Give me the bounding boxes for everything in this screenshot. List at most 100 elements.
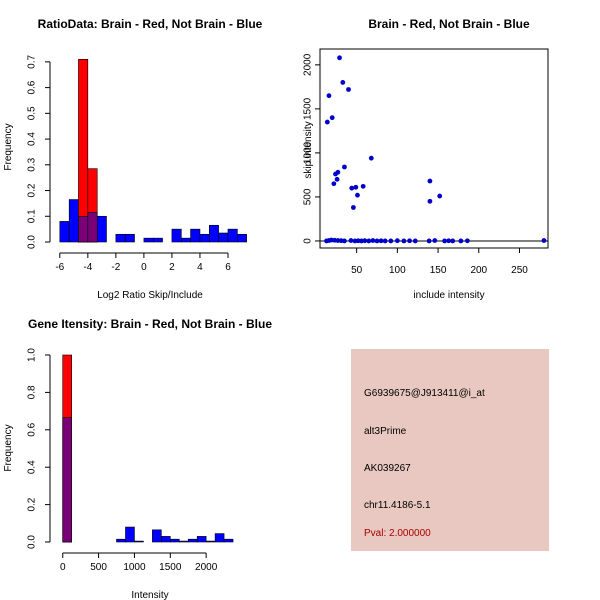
ratio-bar-brain-0 [78,58,89,243]
scatter-point-10 [346,87,351,92]
intensity-histogram-title: Gene Itensity: Brain - Red, Not Brain - … [28,317,272,331]
scatter-point-42 [426,238,432,244]
scatter-point-16 [368,155,374,161]
intensity-x-tick-label-2: 1000 [123,562,146,573]
ratio-y-tick-label-0: 0.0 [27,235,38,249]
scatter-point-6 [335,169,341,175]
intensity-bar-not-brain-9 [196,536,207,543]
scatter-x-tick-label-4: 250 [511,265,528,276]
intensity-y-tick-label-3: 0.6 [27,422,38,436]
intensity-bar-overlap-0 [62,417,72,543]
intensity-x-tick-label-1: 500 [90,562,107,573]
scatter-point-0 [324,119,330,125]
intensity-bar-not-brain-6 [169,538,180,543]
ratio-x-tick-label-6: 6 [225,262,231,273]
scatter-point-8 [340,80,346,85]
ratio-x-tick-label-0: -6 [55,262,64,273]
ratio-x-tick-label-4: 2 [169,262,175,273]
ratio-bar-not-brain-13 [209,224,219,243]
ratio-bar-not-brain-4 [96,215,107,243]
scatter-point-15 [360,183,366,189]
info-box [351,349,549,551]
scatter-point-31 [362,238,368,244]
scatter-y-tick-label-1: 500 [303,188,314,205]
intensity-histogram-panel: Gene Itensity: Brain - Red, Not Brain - … [3,317,272,600]
scatter-x-tick-label-2: 150 [430,265,447,276]
scatter-y-tick-label-3: 1500 [303,97,314,120]
scatter-point-1 [326,93,332,99]
intensity-bar-not-brain-8 [187,538,198,543]
intensity-x-tick-label-4: 2000 [195,562,218,573]
scatter-point-19 [437,193,443,199]
event-type-text: alt3Prime [364,426,407,437]
scatter-xlabel: include intensity [413,290,484,301]
ratio-bar-not-brain-7 [143,237,154,243]
ratio-bar-not-brain-15 [227,228,238,243]
scatter-point-49 [541,238,547,243]
scatter-point-44 [442,238,447,244]
ratio-bar-overlap-1 [87,212,98,243]
scatter-plot-frame [319,48,549,249]
ratio-y-tick-label-7: 0.7 [27,54,38,68]
accession-text: AK039267 [364,463,411,474]
scatter-point-45 [446,238,452,244]
scatter-point-27 [348,238,354,243]
intensity-bar-not-brain-5 [161,536,171,543]
intensity-y-tick-label-4: 0.8 [27,385,38,399]
intensity-y-tick-label-0: 0.0 [27,535,38,549]
info-panel: G6939675@J913411@i_at alt3Prime AK039267… [351,349,549,551]
intensity-bar-not-brain-11 [214,533,225,543]
scatter-point-13 [353,184,359,190]
intensity-y-tick-label-2: 0.4 [27,460,38,474]
intensity-bar-not-brain-1 [116,538,126,543]
intensity-y-tick-label-5: 1.0 [27,348,38,362]
intensity-histogram-xlabel: Intensity [131,590,168,600]
ratio-bar-not-brain-10 [181,237,191,243]
scatter-point-46 [450,238,456,244]
scatter-x-tick-label-0: 50 [351,265,363,276]
scatter-point-43 [432,238,438,243]
scatter-y-tick-label-0: 0 [303,238,314,244]
ratio-bar-not-brain-9 [171,228,182,243]
scatter-point-47 [458,238,464,244]
ratio-bar-not-brain-11 [190,228,201,243]
scatter-point-7 [337,55,342,61]
scatter-point-14 [355,192,360,198]
scatter-point-2 [329,115,335,121]
scatter-point-9 [342,164,347,170]
ratio-bar-not-brain-12 [199,233,210,243]
scatter-point-3 [331,181,337,187]
scatter-point-18 [427,198,433,204]
scatter-point-26 [342,238,347,244]
scatter-point-33 [370,238,376,243]
scatter-x-tick-label-3: 200 [470,265,487,276]
intensity-y-tick-label-1: 0.2 [27,497,38,511]
scatter-title: Brain - Red, Not Brain - Blue [368,17,530,31]
ratio-x-tick-label-2: -2 [111,262,120,273]
intensity-bar-not-brain-3 [134,540,144,543]
ratio-x-tick-label-1: -4 [83,262,92,273]
intensity-bar-not-brain-2 [125,526,135,543]
pval-text: Pval: 2.000000 [364,528,431,539]
scatter-point-5 [334,176,340,182]
scatter-point-34 [374,238,380,244]
ratio-y-tick-label-5: 0.5 [27,106,38,120]
ratio-histogram-title: RatioData: Brain - Red, Not Brain - Blue [38,17,263,31]
location-text: chr11.4186-5.1 [364,500,431,511]
scatter-point-38 [394,238,400,244]
scatter-point-17 [427,178,433,184]
ratio-y-tick-label-1: 0.1 [27,209,38,223]
ratio-bar-not-brain-14 [218,232,229,243]
intensity-bar-not-brain-7 [178,540,189,543]
scatter-point-36 [382,238,388,244]
ratio-histogram-panel: RatioData: Brain - Red, Not Brain - Blue… [3,17,263,301]
intensity-bar-not-brain-12 [223,538,234,543]
intensity-histogram-ylabel: Frequency [3,424,14,471]
ratio-bar-not-brain-16 [237,233,247,243]
intensity-x-tick-label-0: 0 [60,562,66,573]
scatter-point-32 [366,238,372,244]
ratio-bar-not-brain-0 [59,221,70,243]
scatter-y-tick-label-4: 2000 [303,53,314,76]
ratio-bar-not-brain-5 [115,233,126,243]
